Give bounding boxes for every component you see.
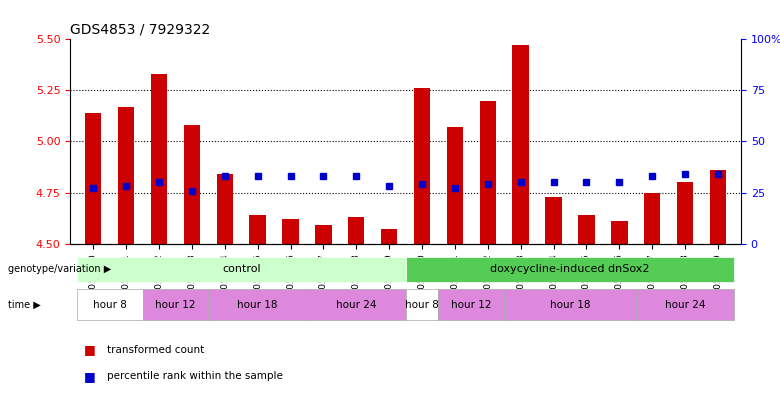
FancyBboxPatch shape [307, 288, 406, 321]
Text: hour 24: hour 24 [665, 299, 705, 310]
Bar [611, 221, 628, 244]
FancyBboxPatch shape [438, 288, 504, 321]
Bar [348, 217, 364, 244]
Bar [381, 230, 397, 244]
Text: genotype/variation ▶: genotype/variation ▶ [8, 264, 111, 274]
FancyBboxPatch shape [636, 288, 735, 321]
Bar [85, 113, 101, 244]
Bar [250, 215, 266, 244]
Text: hour 12: hour 12 [451, 299, 491, 310]
Text: doxycycline-induced dnSox2: doxycycline-induced dnSox2 [491, 264, 650, 274]
Bar [545, 196, 562, 244]
Text: control: control [222, 264, 261, 274]
Bar [578, 215, 594, 244]
Text: ■: ■ [83, 370, 95, 383]
FancyBboxPatch shape [504, 288, 636, 321]
Bar [151, 74, 167, 244]
Bar [644, 193, 661, 244]
FancyBboxPatch shape [406, 257, 735, 281]
Bar [447, 127, 463, 244]
Text: ■: ■ [83, 343, 95, 356]
Text: hour 18: hour 18 [550, 299, 590, 310]
Text: transformed count: transformed count [107, 345, 204, 354]
Bar [183, 125, 200, 244]
FancyBboxPatch shape [76, 288, 143, 321]
Text: time ▶: time ▶ [8, 299, 41, 310]
FancyBboxPatch shape [208, 288, 307, 321]
Text: hour 8: hour 8 [93, 299, 126, 310]
Bar [710, 170, 726, 244]
Text: hour 12: hour 12 [155, 299, 196, 310]
FancyBboxPatch shape [143, 288, 208, 321]
Bar [315, 225, 332, 244]
Bar [282, 219, 299, 244]
Bar [480, 101, 496, 244]
Text: percentile rank within the sample: percentile rank within the sample [107, 371, 283, 381]
Bar [414, 88, 431, 244]
Bar [118, 107, 134, 244]
Text: hour 8: hour 8 [405, 299, 439, 310]
FancyBboxPatch shape [76, 257, 406, 281]
Bar [512, 46, 529, 244]
Bar [677, 182, 693, 244]
Bar [217, 174, 233, 244]
Text: hour 18: hour 18 [237, 299, 278, 310]
FancyBboxPatch shape [406, 288, 438, 321]
Text: hour 24: hour 24 [336, 299, 377, 310]
Text: GDS4853 / 7929322: GDS4853 / 7929322 [70, 23, 211, 37]
